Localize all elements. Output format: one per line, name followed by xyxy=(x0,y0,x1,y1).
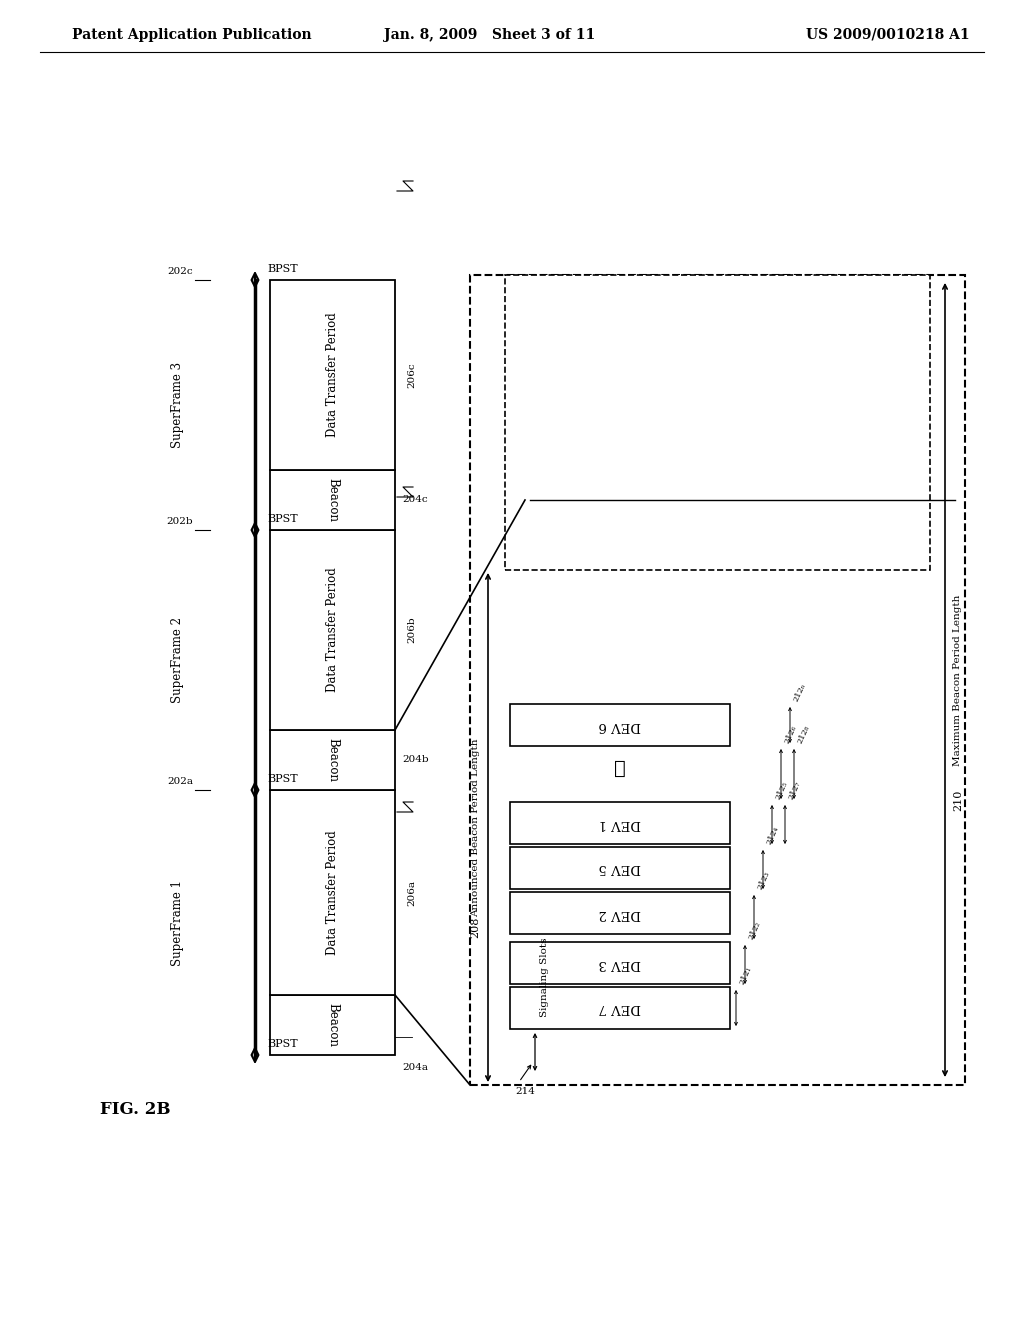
Text: Data Transfer Period: Data Transfer Period xyxy=(326,830,339,954)
Bar xyxy=(505,275,930,570)
Text: US 2009/0010218 A1: US 2009/0010218 A1 xyxy=(806,28,970,42)
Bar xyxy=(270,280,395,470)
Text: 212₆: 212₆ xyxy=(783,725,799,744)
Text: 214: 214 xyxy=(515,1086,535,1096)
Text: 202c: 202c xyxy=(167,267,193,276)
Bar xyxy=(470,275,965,1085)
Text: 212₂: 212₂ xyxy=(746,920,762,941)
Bar xyxy=(510,942,730,983)
Text: 212₁: 212₁ xyxy=(738,965,754,986)
Text: DEV 2: DEV 2 xyxy=(599,907,641,920)
Bar xyxy=(510,803,730,843)
Text: 212₈: 212₈ xyxy=(796,725,811,744)
Text: BPST: BPST xyxy=(267,1039,298,1049)
Text: 206c: 206c xyxy=(407,362,416,388)
Text: DEV 5: DEV 5 xyxy=(599,862,641,874)
Text: SuperFrame 1: SuperFrame 1 xyxy=(171,879,184,965)
Text: Jan. 8, 2009   Sheet 3 of 11: Jan. 8, 2009 Sheet 3 of 11 xyxy=(384,28,596,42)
Bar xyxy=(270,789,395,995)
Text: Beacon: Beacon xyxy=(326,1003,339,1047)
Text: DEV 7: DEV 7 xyxy=(599,1002,641,1015)
Bar xyxy=(270,470,395,531)
Bar xyxy=(270,995,395,1055)
Text: 212ₙ: 212ₙ xyxy=(792,682,808,704)
Bar xyxy=(510,704,730,746)
Text: FIG. 2B: FIG. 2B xyxy=(100,1101,171,1118)
Text: 204b: 204b xyxy=(402,755,429,764)
Text: BPST: BPST xyxy=(267,774,298,784)
Text: 206b: 206b xyxy=(407,616,416,643)
Text: ⋮: ⋮ xyxy=(614,760,626,777)
Text: DEV 1: DEV 1 xyxy=(599,817,641,829)
Text: 202b: 202b xyxy=(166,517,193,525)
Text: 212₃: 212₃ xyxy=(756,870,771,891)
Text: Patent Application Publication: Patent Application Publication xyxy=(72,28,311,42)
Text: Beacon: Beacon xyxy=(326,738,339,781)
Text: 212₇: 212₇ xyxy=(787,780,803,801)
Text: Maximum Beacon Period Length: Maximum Beacon Period Length xyxy=(953,594,962,766)
Text: SuperFrame 2: SuperFrame 2 xyxy=(171,616,184,704)
Text: 204a: 204a xyxy=(402,1063,428,1072)
Text: 204c: 204c xyxy=(402,495,428,504)
Text: 212₄: 212₄ xyxy=(765,825,780,846)
Bar xyxy=(270,730,395,789)
Text: 206a: 206a xyxy=(407,879,416,906)
Bar xyxy=(270,531,395,730)
Bar xyxy=(510,847,730,888)
Text: BPST: BPST xyxy=(267,513,298,524)
Text: DEV 6: DEV 6 xyxy=(599,718,641,731)
Bar xyxy=(510,987,730,1030)
Text: Beacon: Beacon xyxy=(326,478,339,521)
Text: Data Transfer Period: Data Transfer Period xyxy=(326,313,339,437)
Text: Data Transfer Period: Data Transfer Period xyxy=(326,568,339,693)
Text: 210: 210 xyxy=(953,789,963,810)
Bar xyxy=(510,892,730,935)
Text: SuperFrame 3: SuperFrame 3 xyxy=(171,362,184,447)
Text: 212₅: 212₅ xyxy=(774,780,790,801)
Text: Signaling Slots: Signaling Slots xyxy=(540,937,549,1016)
Text: 202a: 202a xyxy=(167,777,193,785)
Text: 208: 208 xyxy=(470,917,480,939)
Text: DEV 3: DEV 3 xyxy=(599,957,641,969)
Text: BPST: BPST xyxy=(267,264,298,275)
Text: Announced Beacon Period Length: Announced Beacon Period Length xyxy=(471,738,480,917)
